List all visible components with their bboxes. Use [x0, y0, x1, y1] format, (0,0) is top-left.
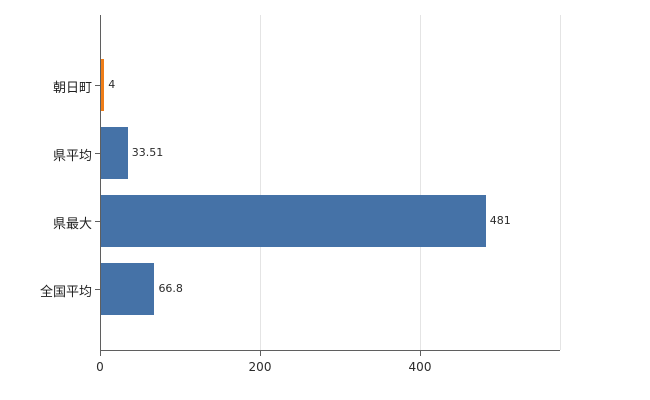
x-tick-mark	[420, 351, 421, 356]
x-tick-mark	[100, 351, 101, 356]
y-tick-mark	[95, 153, 100, 154]
x-tick-label: 0	[96, 360, 104, 374]
y-axis	[100, 15, 101, 350]
gridline	[260, 15, 261, 350]
gridline	[420, 15, 421, 350]
value-label: 481	[489, 214, 511, 227]
bar	[101, 195, 486, 247]
value-label: 4	[108, 78, 116, 91]
plot-right-border	[560, 15, 561, 350]
category-label: 朝日町	[52, 81, 92, 96]
bar	[101, 263, 155, 315]
x-tick-mark	[260, 351, 261, 356]
value-label: 33.51	[131, 146, 164, 159]
value-label: 66.8	[158, 282, 183, 295]
x-tick-label: 400	[408, 360, 432, 374]
category-label: 県最大	[52, 217, 92, 232]
bar	[101, 59, 105, 111]
category-label: 全国平均	[39, 285, 92, 300]
category-label: 県平均	[52, 149, 92, 164]
x-tick-label: 200	[248, 360, 272, 374]
y-tick-mark	[95, 221, 100, 222]
y-tick-mark	[95, 289, 100, 290]
x-axis	[100, 350, 560, 351]
y-tick-mark	[95, 85, 100, 86]
bar	[101, 127, 128, 179]
